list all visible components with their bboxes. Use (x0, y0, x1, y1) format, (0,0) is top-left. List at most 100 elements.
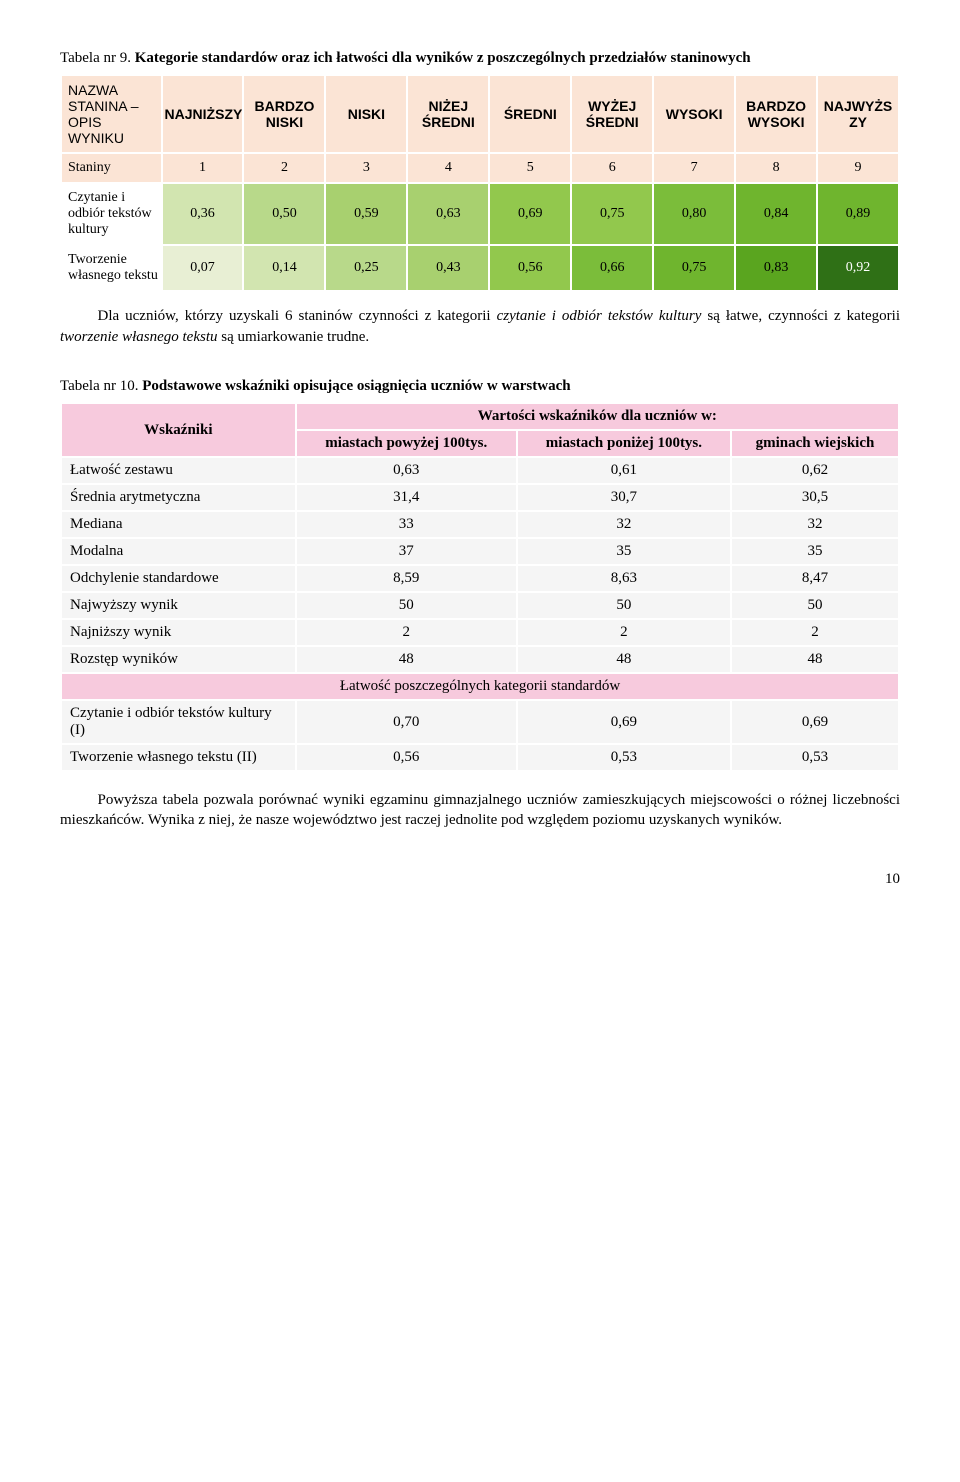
t9-p-i2: tworzenie własnego tekstu (60, 329, 218, 345)
t10-row-value: 37 (296, 538, 517, 565)
t9-r2c8: 0,83 (735, 245, 817, 291)
t9-h6: WYŻEJ ŚREDNI (571, 75, 653, 153)
t9-r2c4: 0,43 (407, 245, 489, 291)
t10-row-value: 30,7 (517, 484, 731, 511)
t9-p-c: są umiarkowanie trudne. (221, 329, 369, 345)
table9-header-row: NAZWA STANINA – OPIS WYNIKU NAJNIŻSZY BA… (61, 75, 899, 153)
page-number: 10 (60, 871, 900, 888)
t9-r2c3: 0,25 (325, 245, 407, 291)
table9-row-tworzenie: Tworzenie własnego tekstu 0,07 0,14 0,25… (61, 245, 899, 291)
t10-row-label: Modalna (61, 538, 296, 565)
t10-hc2: miastach poniżej 100tys. (517, 430, 731, 457)
t9-r1c1: 0,36 (162, 183, 244, 245)
t10-row-value: 32 (731, 511, 899, 538)
t10-row-label: Rozstęp wyników (61, 646, 296, 673)
table9-row-czytanie: Czytanie i odbiór tekstów kultury 0,36 0… (61, 183, 899, 245)
t10-body: Łatwość zestawu0,630,610,62Średnia arytm… (61, 457, 899, 673)
t9-r1c9: 0,89 (817, 183, 899, 245)
t9-r2c9: 0,92 (817, 245, 899, 291)
table-row: Odchylenie standardowe8,598,638,47 (61, 565, 899, 592)
t9-r1c2: 0,50 (243, 183, 325, 245)
t9-r1c4: 0,63 (407, 183, 489, 245)
t9-h1: NAJNIŻSZY (162, 75, 244, 153)
t10-row-value: 2 (296, 619, 517, 646)
t10-row-value: 48 (517, 646, 731, 673)
t10-rB-l: Tworzenie własnego tekstu (II) (61, 744, 296, 771)
t10-row-label: Łatwość zestawu (61, 457, 296, 484)
t10-row-value: 2 (731, 619, 899, 646)
t10-mid-merged-row: Łatwość poszczególnych kategorii standar… (61, 673, 899, 700)
t10-rA-1: 0,70 (296, 700, 517, 744)
t10-row-value: 8,63 (517, 565, 731, 592)
t10-row-value: 32 (517, 511, 731, 538)
t10-row-value: 35 (517, 538, 731, 565)
t10-rA-3: 0,69 (731, 700, 899, 744)
table-row: Rozstęp wyników484848 (61, 646, 899, 673)
table9-caption: Tabela nr 9. Kategorie standardów oraz i… (60, 48, 900, 68)
table-row: Najniższy wynik222 (61, 619, 899, 646)
t9-r1c5: 0,69 (489, 183, 571, 245)
t10-row-label: Najwyższy wynik (61, 592, 296, 619)
t9-s6: 6 (571, 153, 653, 183)
t10-row-value: 30,5 (731, 484, 899, 511)
t9-h4: NIŻEJ ŚREDNI (407, 75, 489, 153)
t10-rA-2: 0,69 (517, 700, 731, 744)
t10-row-value: 2 (517, 619, 731, 646)
t9-s8: 8 (735, 153, 817, 183)
t10-hc3: gminach wiejskich (731, 430, 899, 457)
t9-r2c7: 0,75 (653, 245, 735, 291)
t9-h7: WYSOKI (653, 75, 735, 153)
t9-s9: 9 (817, 153, 899, 183)
t9-h3: NISKI (325, 75, 407, 153)
t9-p-a: Dla uczniów, którzy uzyskali 6 staninów … (98, 308, 497, 324)
t9-r1-label: Czytanie i odbiór tekstów kultury (61, 183, 162, 245)
t9-s7: 7 (653, 153, 735, 183)
t9-r2c1: 0,07 (162, 245, 244, 291)
table9-caption-label: Tabela nr 9. (60, 50, 135, 66)
t10-row-value: 48 (296, 646, 517, 673)
t10-row-value: 50 (731, 592, 899, 619)
table-row: Łatwość zestawu0,630,610,62 (61, 457, 899, 484)
table10: Wskaźniki Wartości wskaźników dla ucznió… (60, 402, 900, 772)
t10-rB-2: 0,53 (517, 744, 731, 771)
t9-s1: 1 (162, 153, 244, 183)
t9-r2c6: 0,66 (571, 245, 653, 291)
t10-row-value: 50 (296, 592, 517, 619)
table-row: Najwyższy wynik505050 (61, 592, 899, 619)
t9-r1c3: 0,59 (325, 183, 407, 245)
t9-r1c8: 0,84 (735, 183, 817, 245)
t9-r1c7: 0,80 (653, 183, 735, 245)
t10-row-value: 0,61 (517, 457, 731, 484)
t10-row-value: 33 (296, 511, 517, 538)
t10-paragraph: Powyższa tabela pozwala porównać wyniki … (60, 790, 900, 831)
t9-r2-label: Tworzenie własnego tekstu (61, 245, 162, 291)
table10-caption-title: Podstawowe wskaźniki opisujące osiągnięc… (142, 378, 570, 394)
t9-stan-label: Staniny (61, 153, 162, 183)
table9-staniny-row: Staniny 1 2 3 4 5 6 7 8 9 (61, 153, 899, 183)
t9-p-i1: czytanie i odbiór tekstów kultury (497, 308, 702, 324)
t10-rB-1: 0,56 (296, 744, 517, 771)
t10-rowB: Tworzenie własnego tekstu (II) 0,56 0,53… (61, 744, 899, 771)
t10-row-label: Mediana (61, 511, 296, 538)
t10-hdr-wsk: Wskaźniki (61, 403, 296, 457)
t10-row-value: 8,59 (296, 565, 517, 592)
t9-s5: 5 (489, 153, 571, 183)
t10-hdr-merged: Wartości wskaźników dla uczniów w: (296, 403, 899, 430)
t10-row-value: 48 (731, 646, 899, 673)
t10-row-label: Średnia arytmetyczna (61, 484, 296, 511)
t9-s3: 3 (325, 153, 407, 183)
t10-row-value: 0,62 (731, 457, 899, 484)
t9-p-b: są łatwe, czynności z kategorii (707, 308, 900, 324)
t10-rowA: Czytanie i odbiór tekstów kultury (I) 0,… (61, 700, 899, 744)
t10-row-value: 50 (517, 592, 731, 619)
t9-h5: ŚREDNI (489, 75, 571, 153)
t10-mid-merged: Łatwość poszczególnych kategorii standar… (61, 673, 899, 700)
t10-rA-l: Czytanie i odbiór tekstów kultury (I) (61, 700, 296, 744)
table9: NAZWA STANINA – OPIS WYNIKU NAJNIŻSZY BA… (60, 74, 900, 292)
t10-row-label: Odchylenie standardowe (61, 565, 296, 592)
t9-h0: NAZWA STANINA – OPIS WYNIKU (61, 75, 162, 153)
table-row: Modalna373535 (61, 538, 899, 565)
t9-paragraph: Dla uczniów, którzy uzyskali 6 staninów … (60, 306, 900, 347)
t10-row-value: 8,47 (731, 565, 899, 592)
t10-row-value: 31,4 (296, 484, 517, 511)
